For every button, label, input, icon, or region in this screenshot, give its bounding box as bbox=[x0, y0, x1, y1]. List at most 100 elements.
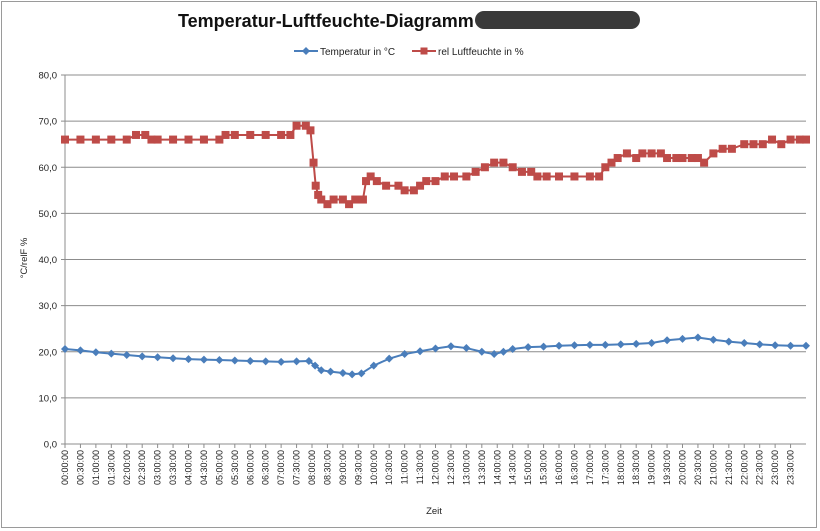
legend-marker-temperature bbox=[302, 47, 310, 55]
x-tick-label: 11:00:00 bbox=[400, 450, 410, 484]
data-point-humidity bbox=[555, 172, 563, 181]
data-point-temperature bbox=[802, 341, 810, 350]
data-point-humidity bbox=[338, 195, 347, 204]
x-tick-label: 09:30:00 bbox=[353, 450, 363, 485]
x-tick-label: 02:00:00 bbox=[122, 450, 132, 485]
data-point-temperature bbox=[477, 347, 486, 356]
x-tick-label: 09:00:00 bbox=[338, 450, 348, 485]
data-point-humidity bbox=[351, 195, 360, 204]
data-point-temperature bbox=[508, 344, 517, 353]
data-point-temperature bbox=[215, 356, 224, 365]
data-point-humidity bbox=[768, 135, 777, 144]
x-tick-label: 20:30:00 bbox=[693, 450, 703, 485]
x-tick-label: 17:00:00 bbox=[585, 450, 595, 485]
x-tick-label: 14:30:00 bbox=[508, 450, 518, 485]
x-tick-label: 15:00:00 bbox=[523, 450, 533, 485]
gridlines bbox=[64, 74, 806, 445]
data-point-humidity bbox=[184, 135, 193, 144]
data-point-humidity bbox=[358, 195, 367, 204]
data-point-temperature bbox=[499, 347, 508, 356]
x-tick-label: 12:00:00 bbox=[431, 450, 441, 485]
x-tick-label: 06:00:00 bbox=[245, 450, 255, 485]
x-tick-label: 16:00:00 bbox=[554, 450, 564, 485]
data-point-humidity bbox=[292, 121, 301, 130]
x-tick-label: 23:00:00 bbox=[770, 450, 780, 485]
x-tick-label: 04:00:00 bbox=[184, 450, 194, 485]
data-point-temperature bbox=[462, 344, 471, 353]
data-point-temperature bbox=[385, 354, 394, 363]
data-point-temperature bbox=[199, 355, 208, 364]
x-tick-label: 05:30:00 bbox=[230, 450, 240, 485]
x-tick-label: 13:30:00 bbox=[477, 450, 487, 485]
data-point-humidity bbox=[471, 167, 480, 176]
data-point-humidity bbox=[622, 149, 631, 158]
data-point-humidity bbox=[542, 172, 551, 181]
x-tick-label: 22:00:00 bbox=[739, 450, 749, 485]
x-tick-label: 19:00:00 bbox=[647, 450, 657, 485]
data-point-humidity bbox=[286, 130, 295, 139]
data-point-humidity bbox=[314, 190, 323, 199]
data-point-humidity bbox=[61, 135, 69, 144]
data-point-temperature bbox=[740, 338, 749, 347]
x-tick-label: 23:30:00 bbox=[786, 450, 796, 485]
data-point-temperature bbox=[348, 370, 357, 379]
x-tick-label: 06:30:00 bbox=[261, 450, 271, 485]
data-point-temperature bbox=[317, 366, 326, 375]
data-point-temperature bbox=[153, 353, 162, 362]
data-point-temperature bbox=[230, 356, 239, 365]
data-point-humidity bbox=[323, 200, 332, 209]
data-point-temperature bbox=[416, 347, 425, 356]
data-point-humidity bbox=[306, 126, 315, 135]
data-point-humidity bbox=[317, 195, 326, 204]
data-point-humidity bbox=[758, 140, 767, 149]
y-tick-label: 80,0 bbox=[39, 71, 58, 82]
x-tick-label: 17:30:00 bbox=[600, 450, 610, 485]
legend-entry-temperature: Temperatur in °C bbox=[294, 47, 395, 58]
x-tick-label: 00:30:00 bbox=[75, 450, 85, 485]
data-point-humidity bbox=[440, 172, 449, 181]
data-point-humidity bbox=[147, 135, 156, 144]
data-point-temperature bbox=[304, 356, 313, 365]
data-point-humidity bbox=[141, 130, 150, 139]
data-point-humidity bbox=[400, 186, 409, 195]
data-point-temperature bbox=[292, 357, 301, 366]
y-tick-label: 20,0 bbox=[39, 347, 58, 358]
data-point-humidity bbox=[221, 130, 230, 139]
data-point-temperature bbox=[524, 343, 533, 352]
data-point-humidity bbox=[517, 167, 526, 176]
data-point-humidity bbox=[309, 158, 318, 167]
data-point-humidity bbox=[366, 172, 375, 181]
data-point-humidity bbox=[261, 130, 270, 139]
data-point-humidity bbox=[409, 186, 418, 195]
x-tick-label: 15:30:00 bbox=[539, 450, 549, 485]
data-point-humidity bbox=[345, 200, 354, 209]
x-tick-label: 20:00:00 bbox=[678, 450, 688, 485]
data-point-temperature bbox=[632, 339, 641, 348]
data-point-humidity bbox=[153, 135, 162, 144]
data-point-humidity bbox=[727, 144, 736, 153]
data-point-humidity bbox=[480, 163, 489, 172]
data-point-humidity bbox=[786, 135, 795, 144]
data-point-humidity bbox=[740, 140, 749, 149]
redaction-bar bbox=[475, 11, 640, 29]
data-point-humidity bbox=[709, 149, 718, 158]
data-point-humidity bbox=[508, 163, 517, 172]
data-point-humidity bbox=[718, 144, 727, 153]
x-tick-label: 07:30:00 bbox=[292, 450, 302, 485]
data-point-humidity bbox=[490, 158, 499, 167]
x-tick-label: 03:00:00 bbox=[153, 450, 163, 485]
data-point-humidity bbox=[431, 177, 440, 186]
x-tick-label: 16:30:00 bbox=[569, 450, 579, 485]
data-point-humidity bbox=[601, 163, 610, 172]
data-point-temperature bbox=[585, 340, 594, 349]
y-axis-label: °C/relF % bbox=[19, 237, 30, 278]
data-point-temperature bbox=[771, 341, 780, 350]
data-point-temperature bbox=[107, 349, 116, 358]
data-point-humidity bbox=[749, 140, 758, 149]
data-point-humidity bbox=[372, 177, 381, 186]
data-point-humidity bbox=[199, 135, 208, 144]
data-point-humidity bbox=[301, 121, 310, 130]
x-tick-label: 01:00:00 bbox=[91, 450, 101, 485]
data-point-temperature bbox=[261, 357, 270, 366]
